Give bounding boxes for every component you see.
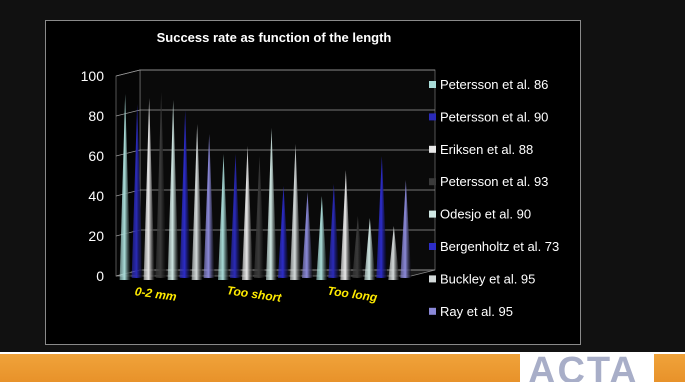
legend-swatch [429,275,436,283]
bar [254,156,265,278]
bar [155,92,167,278]
x-tick-label: Too long [327,284,379,305]
legend-swatch [429,307,436,315]
bar [302,192,313,278]
bar [203,134,215,278]
bar [131,104,143,278]
bar [316,196,328,280]
legend-swatch [429,243,436,250]
bar [230,154,241,278]
y-tick-label: 20 [88,228,104,244]
legend-swatch [429,210,436,218]
y-tick-label: 40 [88,188,104,204]
legend-entry: Odesjo et al. 90 [440,207,531,222]
bar [400,180,412,278]
gridline [115,69,435,77]
legend-swatch [429,178,436,186]
y-tick-label: 100 [81,68,105,84]
y-tick-label: 0 [96,268,104,284]
legend-entry: Bergenholtz et al. 73 [440,239,559,254]
chart-title: Success rate as function of the length [157,30,392,45]
chart-container: Success rate as function of the length 0… [45,20,581,345]
chart: Success rate as function of the length 0… [81,30,560,319]
bar [179,110,191,278]
legend-entry: Petersson et al. 90 [440,109,548,124]
legend-swatch [429,113,436,121]
x-axis: 0-2 mm Too short Too long [134,283,379,305]
legend-entry: Petersson et al. 93 [440,174,548,189]
logo-text: ACTA [528,353,639,382]
bar [167,100,179,280]
bar [143,98,155,280]
x-tick-label: 0-2 mm [134,284,178,304]
bar [218,154,229,280]
acta-logo: ACTA [520,353,654,382]
bars [119,92,412,280]
bar [266,128,277,280]
bar [388,226,400,280]
legend-swatch [429,81,436,88]
legend-swatch [429,145,436,153]
bar [364,218,376,280]
bar [242,146,253,280]
legend: Petersson et al. 86 Petersson et al. 90 Er… [429,77,559,319]
legend-entry: Eriksen et al. 88 [440,142,533,157]
y-axis: 0 20 40 60 80 100 [81,68,105,284]
x-tick-label: Too short [226,283,283,305]
bar [290,144,301,280]
legend-entry: Buckley et al. 95 [440,271,535,286]
gridline [115,109,435,117]
slide-background: Success rate as function of the length 0… [0,0,685,352]
bar [376,156,388,278]
bar [191,124,203,280]
y-tick-label: 80 [88,108,104,124]
legend-entry: Petersson et al. 86 [440,77,548,92]
bar [340,170,352,280]
legend-entry: Ray et al. 95 [440,304,513,319]
bar [119,94,131,280]
bar [278,186,289,278]
y-tick-label: 60 [88,148,104,164]
bar [328,184,340,278]
bar [352,216,364,278]
